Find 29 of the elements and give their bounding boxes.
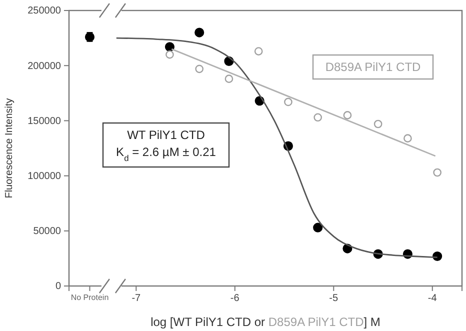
- point: [313, 222, 323, 232]
- x-tick-label: No Protein: [70, 293, 109, 302]
- y-tick-label: 250000: [28, 6, 62, 17]
- x-axis-title: log [WT PilY1 CTD or D859A PilY1 CTD] M: [150, 315, 380, 329]
- x-tick-label: -7: [132, 293, 142, 304]
- point: [404, 134, 412, 142]
- y-tick-label: 0: [55, 281, 62, 292]
- annotation: K$_{d}$ = 2.6 µM ± 0.21: [116, 145, 216, 163]
- point: [343, 111, 352, 120]
- y-tick-label: 100000: [28, 171, 62, 182]
- y-tick-label: 150000: [28, 116, 62, 127]
- x-tick-label: -6: [230, 293, 240, 304]
- point: [224, 74, 234, 83]
- point: [166, 50, 174, 59]
- point: [164, 42, 175, 52]
- point: [194, 28, 204, 38]
- text: D859A PilY1 CTD: [325, 60, 422, 74]
- x-tick-label: -5: [329, 293, 339, 304]
- y-axis-title: Fluorescence Intensity: [4, 98, 15, 198]
- point: [314, 113, 322, 122]
- point: [195, 64, 204, 74]
- point: [284, 98, 292, 106]
- text: WT PilY1 CTD: [127, 128, 206, 142]
- point: [374, 120, 382, 128]
- y-tick-label: 200000: [28, 60, 62, 72]
- point: [254, 47, 263, 56]
- y-tick-label: 50000: [33, 226, 62, 238]
- point: [433, 168, 442, 177]
- x-tick-label: -4: [428, 293, 438, 304]
